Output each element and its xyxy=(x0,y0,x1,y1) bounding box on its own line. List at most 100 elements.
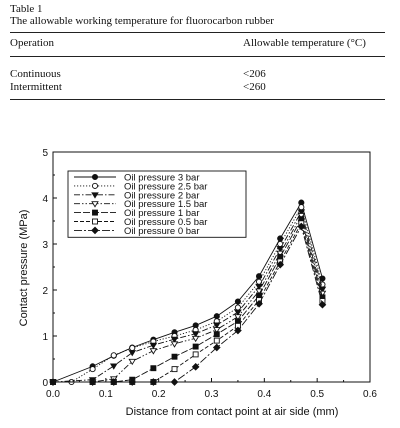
data-point xyxy=(212,322,221,329)
table-title: The allowable working temperature for fl… xyxy=(10,15,274,27)
y-tick-label: 0 xyxy=(42,378,48,389)
y-tick-label: 3 xyxy=(42,240,48,251)
y-tick-label: 2 xyxy=(42,286,48,297)
data-point xyxy=(234,298,241,305)
data-point xyxy=(192,343,199,350)
data-point xyxy=(298,204,305,211)
data-point xyxy=(91,201,99,208)
data-point xyxy=(191,335,200,343)
legend-label: Oil pressure 0.5 bar xyxy=(124,217,207,228)
table-bottom-rule xyxy=(10,99,385,100)
data-point xyxy=(128,350,137,357)
data-point xyxy=(213,331,220,338)
data-point xyxy=(128,358,137,366)
table-top-rule xyxy=(10,32,385,33)
y-tick-label: 5 xyxy=(42,148,48,159)
table-cell-operation: Continuous xyxy=(10,68,61,80)
data-point xyxy=(212,343,221,352)
table-cell-temperature: <260 xyxy=(243,81,266,93)
table-cell-temperature: <206 xyxy=(243,68,266,80)
data-point xyxy=(91,226,99,235)
chart-axes: 0.0 0.1 0.2 0.3 0.4 0.5 0.6 0 1 2 3 4 5 xyxy=(42,148,377,400)
data-point xyxy=(297,213,306,220)
data-point xyxy=(170,378,179,386)
y-axis-label: Contact pressure (MPa) xyxy=(18,210,30,327)
data-point xyxy=(49,378,57,386)
legend-label: Oil pressure 3 bar xyxy=(124,173,200,184)
data-point xyxy=(170,341,179,348)
x-tick-label: 0.0 xyxy=(46,389,60,400)
series-6 xyxy=(49,222,327,386)
data-point xyxy=(255,299,263,308)
series-2 xyxy=(49,209,327,386)
data-point xyxy=(276,246,284,253)
data-point xyxy=(255,283,263,291)
data-point xyxy=(297,209,306,216)
y-tick-label: 4 xyxy=(42,194,48,205)
data-point xyxy=(297,222,306,231)
data-point xyxy=(171,366,178,373)
chart-series xyxy=(49,199,327,386)
data-point xyxy=(255,273,263,280)
x-tick-label: 0.2 xyxy=(152,389,166,400)
data-point xyxy=(88,378,97,386)
x-tick-label: 0.4 xyxy=(257,389,271,400)
data-point xyxy=(92,218,98,225)
data-point xyxy=(191,331,200,338)
data-point xyxy=(129,344,136,352)
data-point xyxy=(89,366,96,373)
legend-label: Oil pressure 1 bar xyxy=(124,208,200,219)
data-point xyxy=(149,342,158,350)
column-header-temperature: Allowable temperature (°C) xyxy=(243,37,366,49)
series-3 xyxy=(49,213,327,386)
data-point xyxy=(91,182,99,189)
data-point xyxy=(170,336,179,344)
data-point xyxy=(212,327,221,334)
data-point xyxy=(92,209,98,216)
legend-label: Oil pressure 2 bar xyxy=(124,190,200,201)
contact-pressure-chart: 0.0 0.1 0.2 0.3 0.4 0.5 0.6 0 1 2 3 4 5 Oil pressure… xyxy=(18,148,377,418)
table-body: Continuous <206 Intermittent <260 xyxy=(10,57,385,94)
data-point xyxy=(234,326,242,335)
table-cell-operation: Intermittent xyxy=(10,81,62,93)
data-point xyxy=(109,363,118,370)
legend-label: Oil pressure 1.5 bar xyxy=(124,199,207,210)
x-tick-label: 0.1 xyxy=(99,389,113,400)
x-tick-label: 0.6 xyxy=(363,389,377,400)
data-point xyxy=(255,288,263,295)
data-point xyxy=(192,351,199,358)
x-axis-label: Distance from contact point at air side … xyxy=(126,406,339,418)
data-point xyxy=(276,260,285,269)
data-point xyxy=(128,378,137,386)
data-point xyxy=(234,309,242,316)
column-header-operation: Operation xyxy=(10,37,54,49)
data-point xyxy=(213,337,220,344)
data-point xyxy=(213,313,220,320)
table-row: Continuous <206 xyxy=(10,68,385,81)
data-point xyxy=(149,348,158,355)
x-tick-label: 0.5 xyxy=(310,389,324,400)
data-point xyxy=(150,365,157,372)
data-point xyxy=(91,192,99,199)
series-4 xyxy=(50,216,326,385)
data-point xyxy=(109,378,118,386)
table-row: Intermittent <260 xyxy=(10,81,385,94)
series-5 xyxy=(50,220,326,385)
legend-label: Oil pressure 2.5 bar xyxy=(124,181,207,192)
table-header-rule xyxy=(10,56,385,57)
x-tick-label: 0.3 xyxy=(205,389,219,400)
data-point xyxy=(171,353,178,360)
table-1: Table 1 The allowable working temperatur… xyxy=(10,3,385,100)
data-point xyxy=(234,314,242,321)
data-point xyxy=(91,173,99,181)
y-tick-label: 1 xyxy=(42,332,48,343)
data-point xyxy=(318,286,327,293)
data-point xyxy=(191,362,200,371)
data-point xyxy=(149,378,158,386)
legend-label: Oil pressure 0 bar xyxy=(124,226,200,237)
table-label: Table 1 xyxy=(10,3,43,15)
data-point xyxy=(110,352,117,359)
data-point xyxy=(318,300,327,309)
table-header-row: Operation Allowable temperature (°C) xyxy=(10,33,385,56)
